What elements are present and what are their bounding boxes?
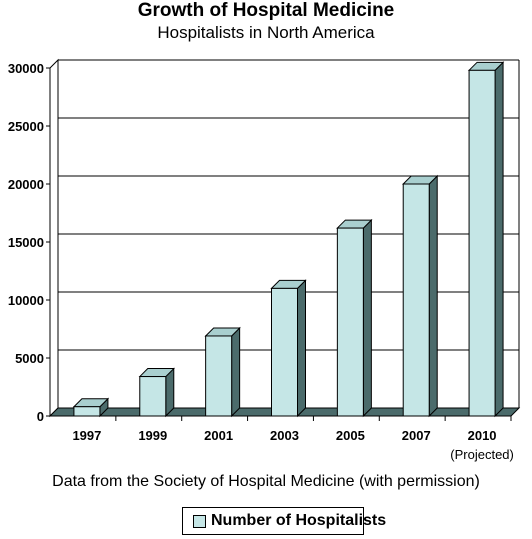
x-tick-label: 2003 xyxy=(270,428,299,443)
bar xyxy=(205,335,233,417)
y-tick-label: 0 xyxy=(37,409,44,424)
bar-side xyxy=(362,218,372,418)
x-tick-label: 2005 xyxy=(336,428,365,443)
legend-swatch xyxy=(193,515,206,528)
x-tick-label: 2010 xyxy=(468,428,497,443)
bar-chart: 0 5000 10000 15000 20000 25000 30000 1997 1999 20… xyxy=(8,58,521,462)
bar-layer xyxy=(72,61,505,418)
legend: Number of Hospitalists xyxy=(182,507,386,535)
x-tick-label: 2001 xyxy=(204,428,233,443)
y-tick-label: 25000 xyxy=(8,119,44,134)
label-layer: 0 5000 10000 15000 20000 25000 30000 1997 1999 20… xyxy=(8,61,514,462)
y-tick-label: 10000 xyxy=(8,293,44,308)
x-tick-label: 1997 xyxy=(72,428,101,443)
x-tick-note: (Projected) xyxy=(450,447,514,462)
source-caption: Data from the Society of Hospital Medici… xyxy=(52,473,480,490)
y-tick-label: 20000 xyxy=(8,177,44,192)
grid-layer xyxy=(58,59,520,408)
bar-side xyxy=(428,174,438,418)
y-tick-label: 30000 xyxy=(8,61,44,76)
legend-label: Number of Hospitalists xyxy=(211,512,387,529)
bar xyxy=(336,227,364,417)
bar xyxy=(468,69,496,417)
bar-side xyxy=(494,61,504,418)
bar xyxy=(402,183,430,417)
chart-title: Growth of Hospital Medicine xyxy=(137,0,395,21)
y-tick-label: 15000 xyxy=(8,235,44,250)
y-tick-label: 5000 xyxy=(15,351,44,366)
chart-subtitle: Hospitalists in North America xyxy=(157,23,375,42)
bar xyxy=(139,376,167,417)
bar xyxy=(73,406,101,417)
x-tick-label: 2007 xyxy=(402,428,431,443)
x-tick-label: 1999 xyxy=(138,428,167,443)
bar-side xyxy=(297,279,306,418)
y-axis-wall xyxy=(49,58,59,418)
bar-side xyxy=(231,326,241,418)
bar xyxy=(271,287,298,417)
